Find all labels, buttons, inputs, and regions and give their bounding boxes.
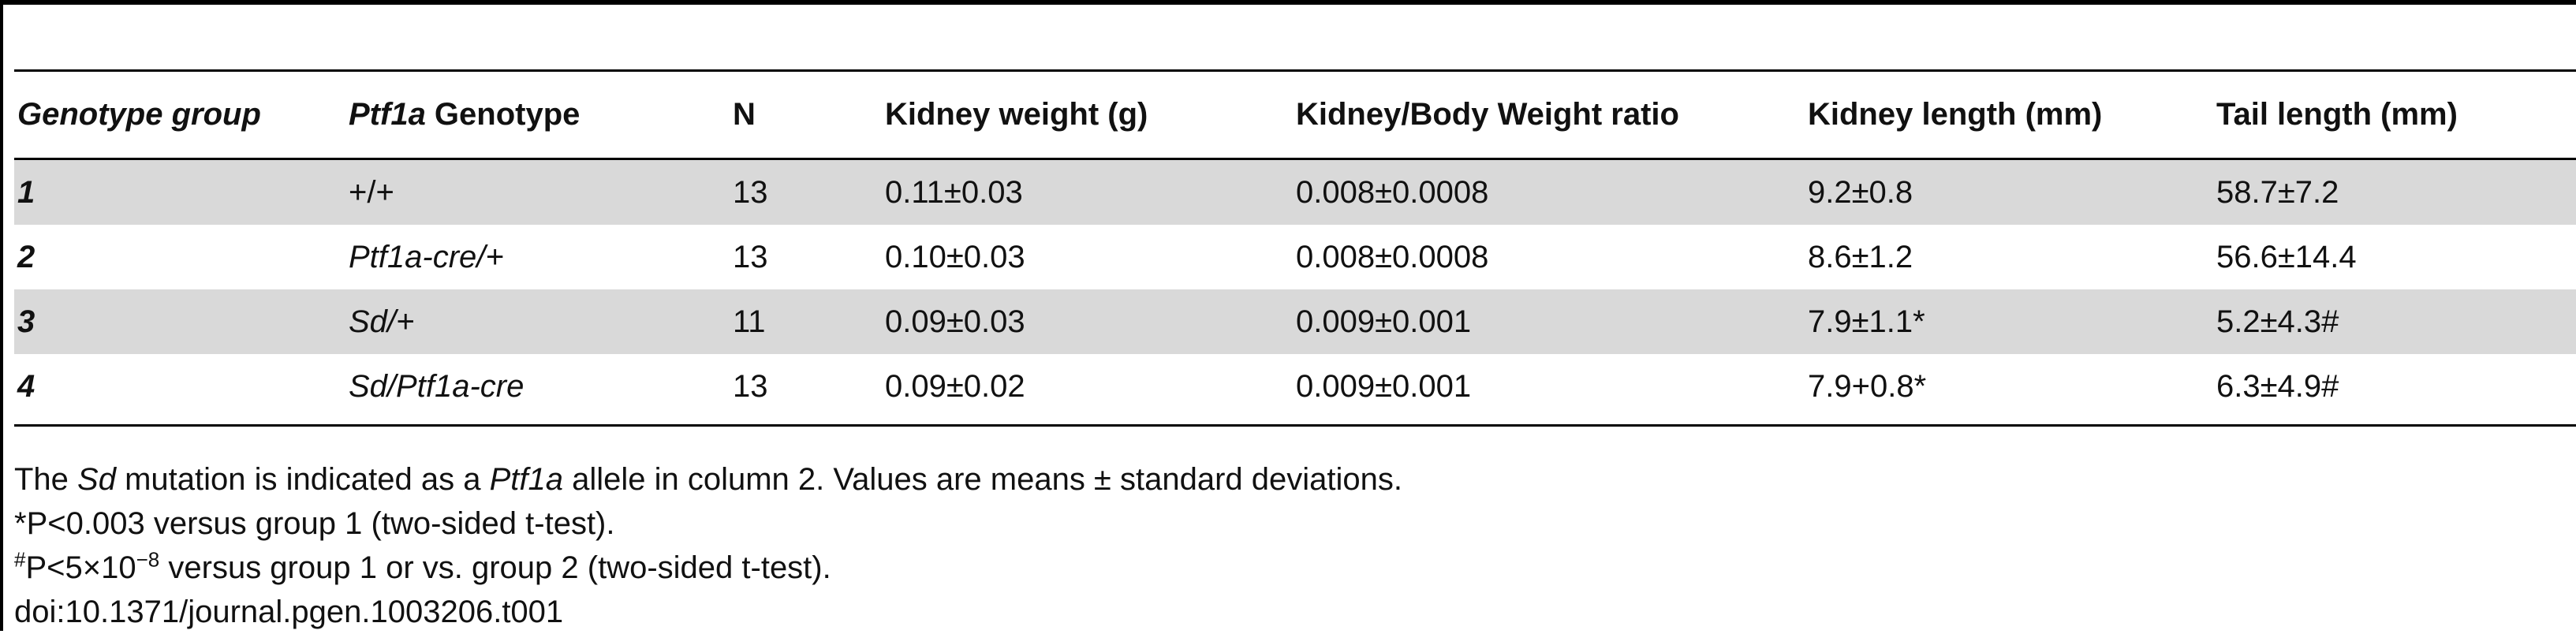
header-tail-length: Tail length (mm) (2216, 97, 2458, 132)
footnote-hash-marker: # (14, 547, 26, 572)
top-rule (0, 0, 2576, 5)
cell-group: 4 (17, 369, 35, 404)
footnote-text: P<5×10 (25, 550, 136, 585)
cell-tail-length: 56.6±14.4 (2216, 240, 2357, 274)
table-bottom-rule (14, 424, 2576, 427)
footnote-sd-italic: Sd (77, 462, 116, 497)
cell-group: 1 (17, 175, 35, 210)
cell-kidney-weight: 0.09±0.02 (885, 369, 1025, 404)
cell-kidney-length: 7.9+0.8* (1808, 369, 1927, 404)
cell-group: 2 (17, 240, 35, 274)
cell-ratio: 0.008±0.0008 (1296, 240, 1489, 274)
cell-kidney-weight: 0.10±0.03 (885, 240, 1025, 274)
footnote-text: versus group 1 or vs. group 2 (two-sided… (159, 550, 831, 585)
cell-genotype: +/+ (349, 175, 394, 210)
cell-genotype: Sd/Ptf1a-cre (349, 369, 525, 404)
footnote-asterisk: *P<0.003 versus group 1 (two-sided t-tes… (14, 506, 615, 541)
footnote-hash: #P<5×10−8 versus group 1 or vs. group 2 … (14, 546, 2570, 590)
cell-genotype: Ptf1a-cre/+ (349, 240, 504, 274)
header-genotype-group: Genotype group (17, 97, 261, 132)
cell-n: 11 (733, 304, 766, 339)
footnote-ptf1a-italic: Ptf1a (489, 462, 563, 497)
table-row: 3 Sd/+ 11 0.09±0.03 0.009±0.001 7.9±1.1*… (14, 289, 2576, 354)
cell-tail-length: 5.2±4.3# (2216, 304, 2339, 339)
cell-n: 13 (733, 369, 768, 404)
cell-kidney-length: 7.9±1.1* (1808, 304, 1925, 339)
cell-tail-length: 6.3±4.9# (2216, 369, 2339, 404)
table-footnotes: The Sd mutation is indicated as a Ptf1a … (14, 457, 2570, 634)
footnote-text: The (14, 462, 78, 497)
cell-ratio: 0.009±0.001 (1296, 369, 1472, 404)
header-kidney-length: Kidney length (mm) (1808, 97, 2103, 132)
footnote-text: allele in column 2. Values are means ± s… (562, 462, 1403, 497)
left-edge-border (0, 0, 3, 631)
footnote-text: mutation is indicated as a (115, 462, 490, 497)
cell-kidney-weight: 0.11±0.03 (885, 175, 1023, 210)
cell-kidney-length: 8.6±1.2 (1808, 240, 1913, 274)
table-row: 4 Sd/Ptf1a-cre 13 0.09±0.02 0.009±0.001 … (14, 354, 2576, 419)
cell-kidney-length: 9.2±0.8 (1808, 175, 1913, 210)
header-kidney-body-ratio: Kidney/Body Weight ratio (1296, 97, 1679, 132)
cell-ratio: 0.008±0.0008 (1296, 175, 1489, 210)
cell-ratio: 0.009±0.001 (1296, 304, 1472, 339)
header-top-rule (14, 69, 2576, 72)
cell-genotype: Sd/+ (349, 304, 415, 339)
header-ptf1a-genotype: Ptf1a Genotype (349, 99, 580, 130)
table-header-row: Genotype group Ptf1a Genotype N Kidney w… (14, 72, 2576, 158)
cell-tail-length: 58.7±7.2 (2216, 175, 2339, 210)
header-genotype-word: Genotype (425, 97, 581, 132)
table-row: 2 Ptf1a-cre/+ 13 0.10±0.03 0.008±0.0008 … (14, 225, 2576, 289)
footnote-sd-mutation: The Sd mutation is indicated as a Ptf1a … (14, 457, 2570, 502)
cell-n: 13 (733, 175, 768, 210)
header-kidney-weight: Kidney weight (g) (885, 97, 1148, 132)
cell-group: 3 (17, 304, 35, 339)
cell-n: 13 (733, 240, 768, 274)
header-n: N (733, 97, 756, 132)
footnote-exponent: −8 (136, 547, 160, 572)
doi-link[interactable]: doi:10.1371/journal.pgen.1003206.t001 (14, 595, 564, 629)
cell-kidney-weight: 0.09±0.03 (885, 304, 1025, 339)
header-bottom-rule (14, 158, 2576, 160)
header-ptf1a-gene: Ptf1a (349, 97, 426, 132)
table-row: 1 +/+ 13 0.11±0.03 0.008±0.0008 9.2±0.8 … (14, 160, 2576, 225)
